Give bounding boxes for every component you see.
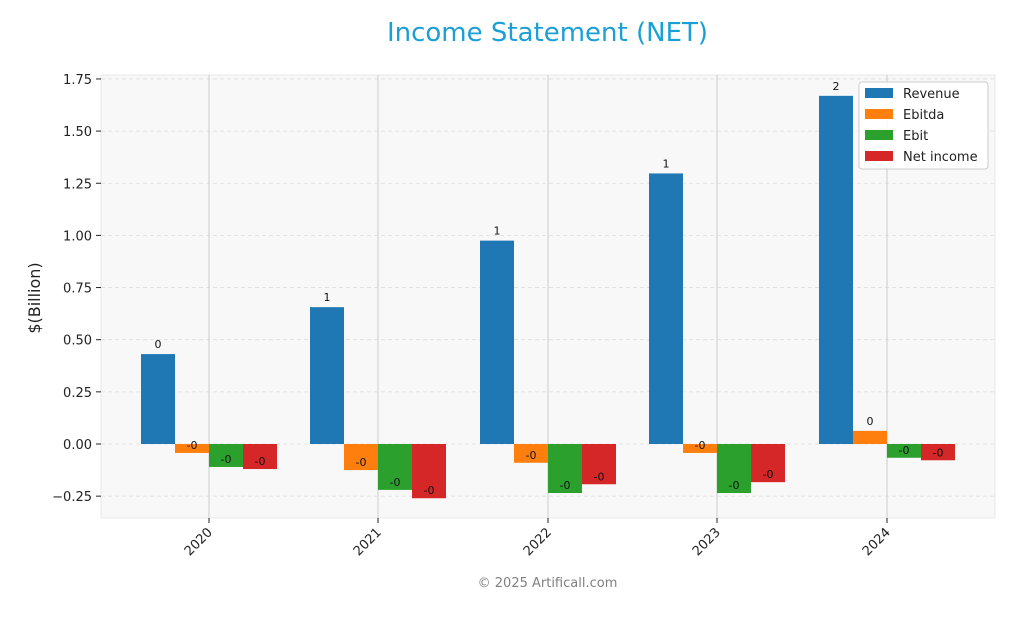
bar-ebitda bbox=[344, 444, 378, 471]
bar-value-label: -0 bbox=[356, 456, 367, 469]
bar-net-income bbox=[582, 444, 616, 485]
bar-ebitda bbox=[514, 444, 548, 463]
bar-revenue bbox=[141, 354, 175, 444]
bar-ebit bbox=[378, 444, 412, 490]
bar-value-label: -0 bbox=[933, 446, 944, 459]
bar-value-label: -0 bbox=[221, 453, 232, 466]
legend-label: Ebitda bbox=[903, 108, 944, 123]
bar-value-label: -0 bbox=[560, 479, 571, 492]
y-tick-label: 1.75 bbox=[63, 73, 92, 88]
x-axis: 2020 2021 2022 2023 2024 bbox=[182, 518, 894, 559]
bar-value-label: 1 bbox=[663, 157, 670, 170]
bar-value-label: 0 bbox=[155, 338, 162, 351]
bar-net-income bbox=[921, 444, 955, 461]
y-tick-label: 1.00 bbox=[63, 229, 92, 244]
x-tick-label: 2020 bbox=[182, 525, 216, 559]
x-tick-label: 2021 bbox=[351, 525, 385, 559]
copyright-footer: © 2025 Artificall.com bbox=[477, 576, 618, 591]
legend-swatch bbox=[865, 130, 893, 140]
y-tick-label: 1.25 bbox=[63, 177, 92, 192]
bar-value-label: -0 bbox=[695, 439, 706, 452]
bar-value-label: 2 bbox=[833, 80, 840, 93]
y-tick-label: 0.25 bbox=[63, 386, 92, 401]
y-tick-label: 0.00 bbox=[63, 438, 92, 453]
legend-label: Ebit bbox=[903, 129, 928, 144]
bar-value-label: -0 bbox=[763, 468, 774, 481]
y-axis-label: $(Billion) bbox=[25, 262, 44, 333]
bar-net-income bbox=[412, 444, 446, 499]
bar-value-label: -0 bbox=[390, 476, 401, 489]
y-axis: −0.25 0.00 0.25 0.50 0.75 1.00 1.25 1.50 1.75 bbox=[52, 73, 101, 505]
bar-ebitda bbox=[853, 430, 887, 444]
bar-value-label: -0 bbox=[899, 444, 910, 457]
bar-value-label: -0 bbox=[187, 439, 198, 452]
bar-ebit bbox=[717, 444, 751, 494]
bar-value-label: -0 bbox=[255, 455, 266, 468]
x-tick-label: 2022 bbox=[521, 525, 555, 559]
bar-revenue bbox=[310, 307, 344, 444]
bar-value-label: 1 bbox=[494, 225, 501, 238]
bar-ebit bbox=[209, 444, 243, 467]
y-tick-label: 1.50 bbox=[63, 125, 92, 140]
legend-label: Revenue bbox=[903, 87, 960, 102]
bar-net-income bbox=[243, 444, 277, 470]
bar-value-labels: 0 1 1 1 2 -0 -0 -0 -0 0 -0 -0 -0 -0 -0 -0 -0 -0 -0 -0 bbox=[155, 80, 944, 497]
bar-value-label: -0 bbox=[526, 449, 537, 462]
bar-ebit bbox=[887, 444, 921, 458]
y-tick-label: 0.50 bbox=[63, 334, 92, 349]
legend-swatch bbox=[865, 109, 893, 119]
legend-swatch bbox=[865, 88, 893, 98]
y-tick-label: −0.25 bbox=[52, 490, 92, 505]
bar-ebitda bbox=[683, 444, 717, 453]
bar-value-label: 1 bbox=[324, 291, 331, 304]
legend-swatch bbox=[865, 151, 893, 161]
legend-box bbox=[858, 81, 989, 170]
bar-value-label: -0 bbox=[594, 470, 605, 483]
y-tick-label: 0.75 bbox=[63, 282, 92, 297]
bar-value-label: -0 bbox=[729, 479, 740, 492]
x-tick-label: 2023 bbox=[690, 525, 724, 559]
bar-value-label: 0 bbox=[867, 415, 874, 428]
legend-label: Net income bbox=[903, 150, 978, 165]
bar-ebit bbox=[548, 444, 582, 494]
bar-net-income bbox=[751, 444, 785, 483]
x-tick-label: 2024 bbox=[860, 525, 894, 559]
bar-revenue bbox=[819, 95, 853, 444]
chart-title: Income Statement (NET) bbox=[386, 18, 709, 48]
bar-revenue bbox=[649, 173, 683, 444]
bar-value-label: -0 bbox=[424, 484, 435, 497]
bar-revenue bbox=[480, 240, 514, 444]
bar-ebitda bbox=[175, 444, 209, 453]
legend: Revenue Ebitda Ebit Net income bbox=[858, 81, 989, 170]
bars bbox=[141, 95, 955, 499]
